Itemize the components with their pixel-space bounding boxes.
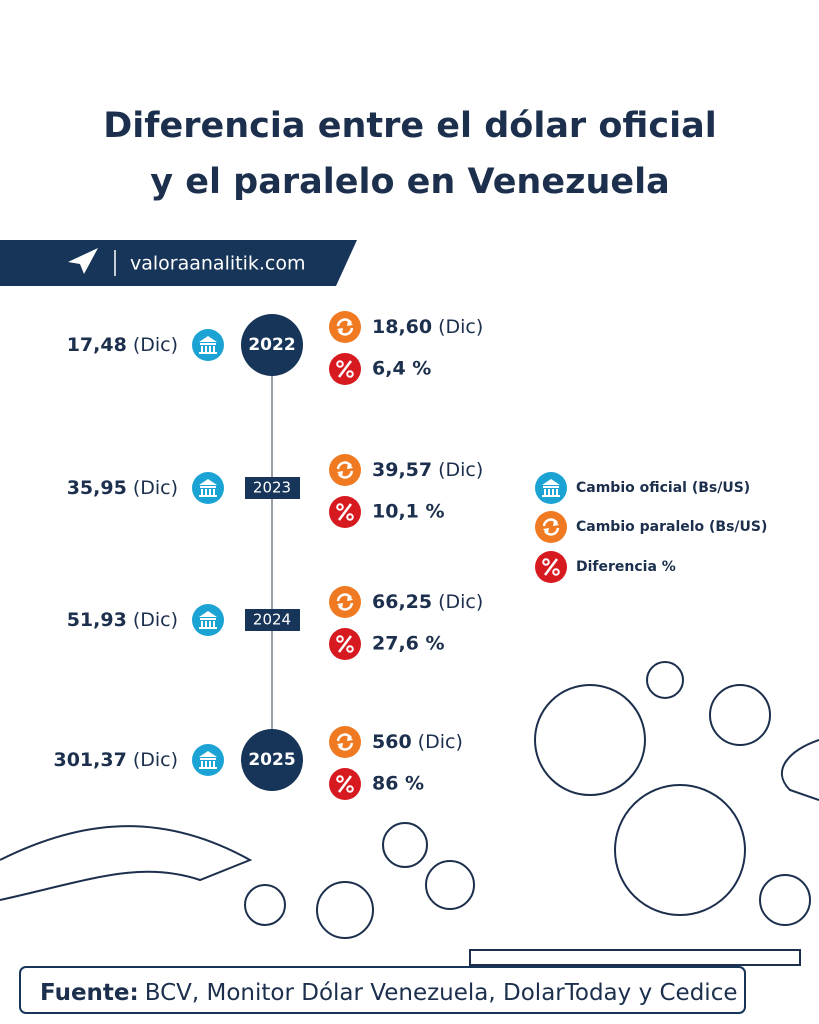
official-rate: 51,93 (Dic): [67, 609, 178, 631]
parallel-icon: [329, 726, 361, 758]
official-period: (Dic): [133, 477, 178, 499]
difference-icon-dot: [336, 503, 344, 511]
parallel-period: (Dic): [438, 459, 483, 481]
parallel-period: (Dic): [438, 316, 483, 338]
difference-icon-slash: [338, 360, 352, 378]
parallel-icon-arrow: [337, 463, 353, 477]
brand-site: valoraanalitik.com: [130, 253, 305, 275]
parallel-value: 66,25: [372, 591, 432, 613]
official-value: 51,93: [67, 609, 127, 631]
year-tag: [245, 609, 300, 631]
year-circle: [241, 729, 303, 791]
official-value: 17,48: [67, 334, 127, 356]
official-period: (Dic): [133, 334, 178, 356]
official-rate: 301,37 (Dic): [53, 749, 178, 771]
parallel-rate: 66,25 (Dic): [372, 591, 483, 613]
footer: Fuente: BCV, Monitor Dólar Venezuela, Dol…: [40, 980, 738, 1006]
title: Diferencia entre el dólar oficial: [103, 106, 716, 146]
parallel-icon-glyph: [336, 733, 354, 751]
legend-label: Cambio paralelo (Bs/US): [576, 519, 767, 535]
difference-icon-slash: [544, 558, 558, 576]
difference-icon-dot: [552, 568, 560, 576]
official-icon-glyph: [199, 751, 217, 769]
brand-banner: [0, 240, 357, 286]
year: 2023: [253, 479, 291, 497]
parallel-icon: [329, 454, 361, 486]
official-value: 301,37: [53, 749, 126, 771]
legend-label: Diferencia %: [576, 559, 676, 575]
parallel-icon-arrow: [337, 595, 353, 609]
year: 2024: [253, 611, 291, 629]
difference-icon-dot: [336, 775, 344, 783]
brand-logo: [68, 248, 98, 274]
parallel-icon-glyph: [542, 518, 560, 536]
difference-icon-slash: [338, 635, 352, 653]
parallel-period: (Dic): [438, 591, 483, 613]
parallel-value: 18,60: [372, 316, 432, 338]
parallel-icon: [329, 311, 361, 343]
parallel-icon-arrow: [337, 320, 353, 334]
footer-label: Fuente:: [40, 980, 139, 1006]
difference-icon-dot: [336, 635, 344, 643]
parallel-icon-arrow: [337, 735, 353, 749]
parallel-period: (Dic): [418, 731, 463, 753]
parallel-value: 39,57: [372, 459, 432, 481]
title: y el paralelo en Venezuela: [150, 162, 669, 202]
difference: 86 %: [372, 773, 424, 795]
difference: 27,6 %: [372, 633, 445, 655]
official-period: (Dic): [133, 609, 178, 631]
difference: 6,4 %: [372, 358, 431, 380]
parallel-icon-glyph: [336, 593, 354, 611]
difference-icon-dot: [346, 645, 354, 653]
year: 2025: [248, 750, 295, 770]
year: 2022: [248, 335, 295, 355]
footer-text: BCV, Monitor Dólar Venezuela, DolarToday…: [145, 980, 738, 1006]
official-icon-glyph: [199, 336, 217, 354]
year-circle: [241, 314, 303, 376]
parallel-icon-glyph: [336, 318, 354, 336]
official-rate: 35,95 (Dic): [67, 477, 178, 499]
difference-icon-slash: [338, 775, 352, 793]
difference-icon-dot: [346, 785, 354, 793]
official-period: (Dic): [133, 749, 178, 771]
legend-label: Cambio oficial (Bs/US): [576, 480, 750, 496]
official-value: 35,95: [67, 477, 127, 499]
difference-icon-dot: [346, 513, 354, 521]
difference-icon-dot: [346, 370, 354, 378]
illustration: [0, 661, 819, 966]
parallel-icon: [535, 511, 567, 543]
year-tag: [245, 477, 300, 499]
difference-icon-dot: [542, 558, 550, 566]
difference: 10,1 %: [372, 501, 445, 523]
parallel-icon: [329, 586, 361, 618]
parallel-rate: 39,57 (Dic): [372, 459, 483, 481]
parallel-rate: 18,60 (Dic): [372, 316, 483, 338]
official-icon-glyph: [199, 611, 217, 629]
official-rate: 17,48 (Dic): [67, 334, 178, 356]
footer-box: [19, 966, 746, 1014]
parallel-value: 560: [372, 731, 412, 753]
official-icon-glyph: [542, 479, 560, 497]
parallel-rate: 560 (Dic): [372, 731, 463, 753]
difference-icon-dot: [336, 360, 344, 368]
difference-icon-slash: [338, 503, 352, 521]
official-icon-glyph: [199, 479, 217, 497]
parallel-icon-arrow: [543, 520, 559, 534]
parallel-icon-glyph: [336, 461, 354, 479]
